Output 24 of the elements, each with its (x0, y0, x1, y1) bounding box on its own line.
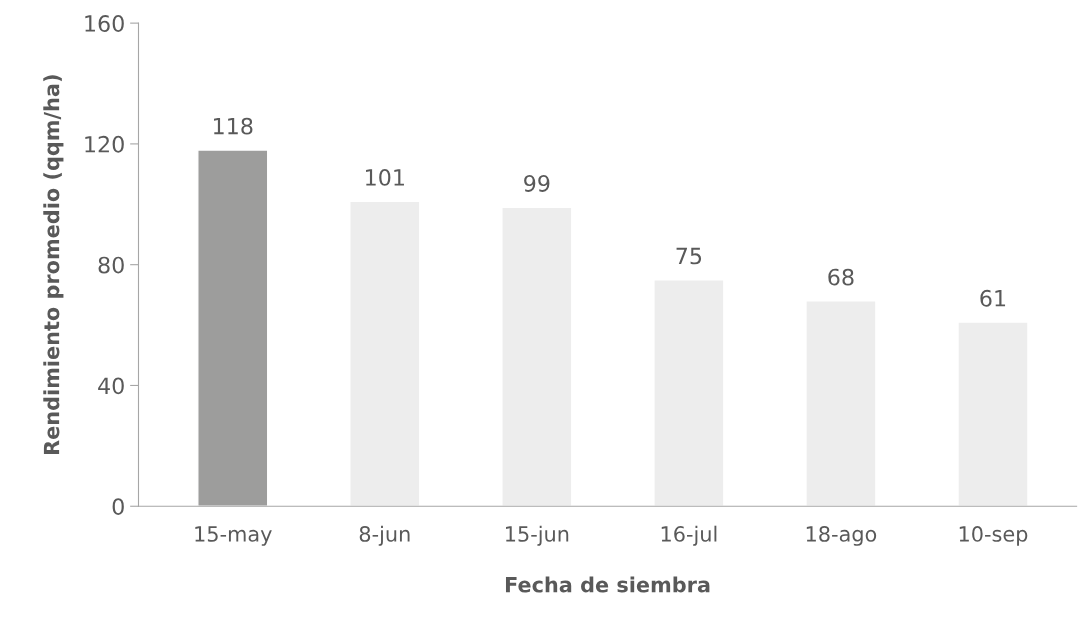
data-label: 99 (524, 175, 550, 192)
y-tick-label: 120 (85, 135, 124, 153)
y-tick-label: 0 (112, 498, 124, 516)
bar (349, 200, 421, 507)
x-axis-title: Fecha de siembra (505, 576, 710, 593)
bar (805, 300, 877, 507)
y-tick-label: 40 (98, 377, 124, 395)
data-label: 118 (213, 117, 253, 135)
bar (653, 279, 725, 507)
bar (501, 206, 573, 507)
data-label: 75 (676, 247, 702, 265)
bar (957, 321, 1029, 507)
y-axis-title: Rendimiento promedio (qqm/ha) (43, 75, 64, 454)
data-label: 61 (980, 289, 1006, 307)
x-tick-label: 15-may (195, 526, 272, 546)
data-label: 101 (366, 169, 404, 186)
y-tick-label: 80 (98, 256, 124, 274)
y-tick-label: 160 (85, 15, 124, 32)
x-tick-label: 10-sep (959, 526, 1028, 546)
x-tick-label: 15-jun (506, 525, 569, 546)
x-tick-label: 16-jul (661, 525, 717, 546)
data-label: 68 (828, 268, 854, 286)
x-tick-label: 18-ago (806, 526, 877, 546)
x-tick-label: 8-jun (359, 525, 410, 546)
